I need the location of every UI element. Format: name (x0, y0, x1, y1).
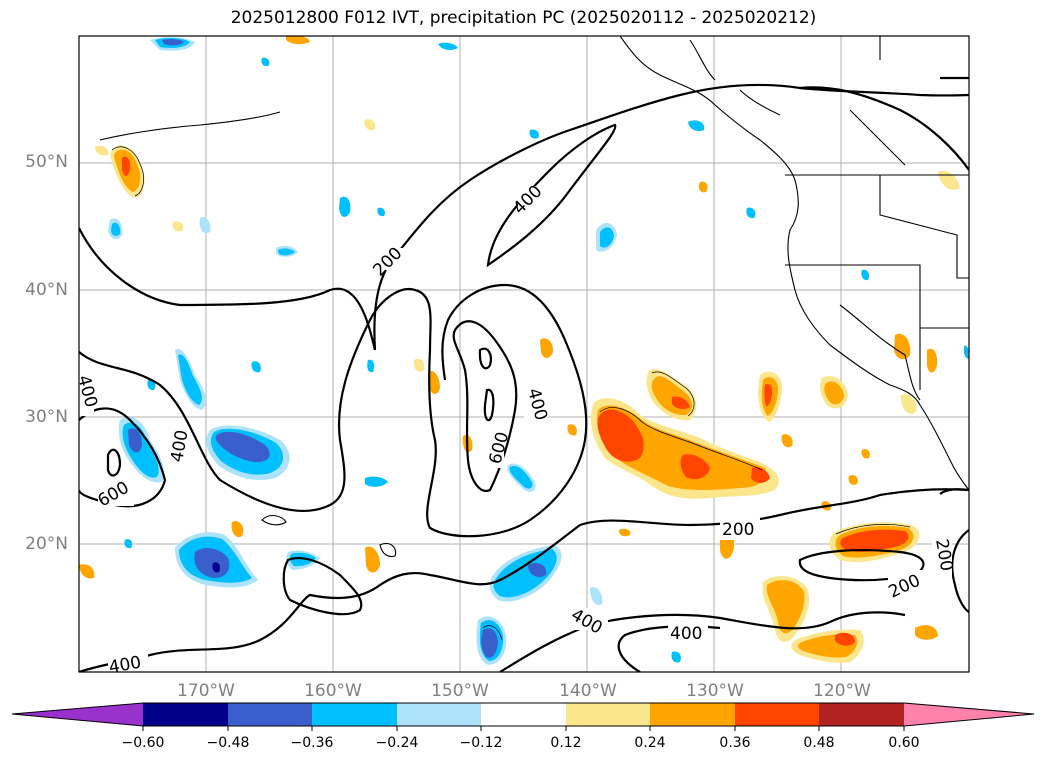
contour-label-400-south2: 400 (670, 624, 702, 644)
colorbar-tick-label: −0.36 (290, 735, 334, 751)
lon-label-150w: 150°W (431, 681, 489, 701)
colorbar-extend-min (12, 703, 143, 726)
colorbar-bin (228, 703, 312, 726)
colorbar-tick-label: −0.60 (121, 735, 165, 751)
coastlines (99, 36, 969, 558)
colorbar-bin (819, 703, 904, 726)
lat-label-30n: 30°N (25, 407, 68, 427)
colorbar-tick-label: 0.48 (803, 735, 835, 751)
map-plot-area (79, 36, 969, 672)
colorbar-tick-label: 0.60 (888, 735, 920, 751)
lon-label-160w: 160°W (304, 681, 362, 701)
colorbar-extend-max (904, 703, 1034, 726)
colorbar-tick-label: 0.36 (719, 735, 751, 751)
precip-outlines (111, 146, 911, 641)
ivt-contours (79, 76, 969, 672)
lat-label-20n: 20°N (25, 534, 68, 554)
lon-label-170w: 170°W (177, 681, 235, 701)
colorbar-tick-label: −0.48 (206, 735, 250, 751)
lat-label-40n: 40°N (25, 280, 68, 300)
lon-label-140w: 140°W (559, 681, 617, 701)
colorbar-bin (397, 703, 481, 726)
colorbar-bin (735, 703, 819, 726)
colorbar-bin (566, 703, 650, 726)
lon-label-120w: 120°W (813, 681, 871, 701)
map-border (78, 35, 970, 673)
colorbar-bin (312, 703, 397, 726)
contour-label-200-south: 200 (722, 520, 754, 540)
colorbar-tick-label: −0.12 (459, 735, 503, 751)
map-title: 2025012800 F012 IVT, precipitation PC (2… (230, 8, 817, 28)
precip-negative-patches (108, 37, 969, 665)
contour-label-400-sw: 400 (107, 653, 142, 678)
colorbar-tick-label: −0.24 (375, 735, 419, 751)
colorbar-tick-label: 0.24 (634, 735, 666, 751)
lat-label-50n: 50°N (25, 152, 68, 172)
colorbar (11, 702, 1035, 731)
colorbar-bin (481, 703, 566, 726)
lon-label-130w: 130°W (686, 681, 744, 701)
colorbar-tick-label: 0.12 (550, 735, 582, 751)
colorbar-bin (650, 703, 735, 726)
colorbar-bin (143, 703, 228, 726)
precip-positive-patches (79, 36, 960, 663)
contour-label-backgrounds (79, 186, 952, 672)
